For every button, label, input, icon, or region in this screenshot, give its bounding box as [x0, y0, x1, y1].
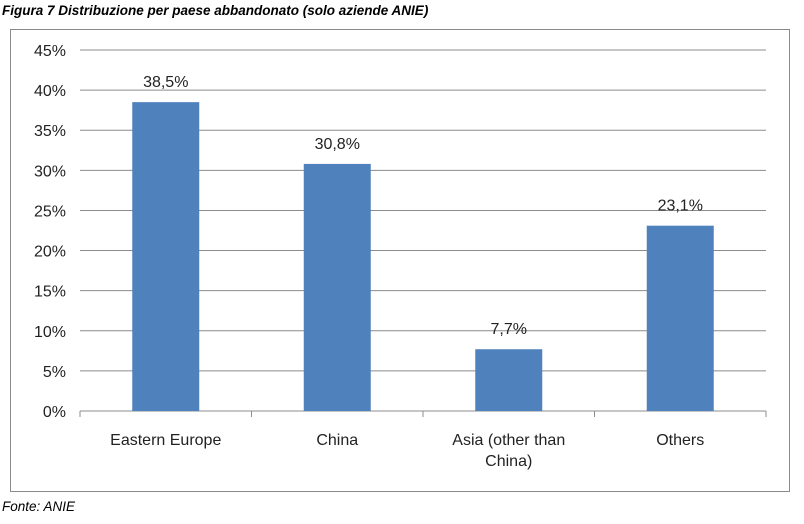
- y-tick-label: 45%: [34, 43, 66, 60]
- y-tick-label: 25%: [34, 203, 66, 220]
- y-tick-label: 20%: [34, 244, 66, 261]
- bar: [132, 102, 200, 412]
- x-tick-label: China: [316, 432, 358, 449]
- y-tick-label: 10%: [34, 324, 66, 341]
- bar: [475, 349, 543, 411]
- x-tick-label: Eastern Europe: [110, 432, 221, 449]
- x-tick-label: China): [485, 453, 532, 470]
- y-tick-label: 0%: [43, 404, 66, 421]
- data-label: 7,7%: [491, 321, 527, 338]
- y-tick-label: 30%: [34, 163, 66, 180]
- x-tick-label: Others: [656, 432, 704, 449]
- y-tick-label: 5%: [43, 364, 66, 381]
- x-tick-label: Asia (other than: [452, 432, 565, 449]
- data-label: 30,8%: [315, 136, 360, 153]
- bar: [303, 163, 371, 411]
- figure-caption: Figura 7 Distribuzione per paese abbando…: [2, 3, 429, 18]
- bar: [646, 225, 714, 411]
- y-tick-label: 35%: [34, 123, 66, 140]
- y-tick-label: 40%: [34, 83, 66, 100]
- data-label: 38,5%: [143, 74, 188, 91]
- data-label: 23,1%: [658, 198, 703, 215]
- source-note: Fonte: ANIE: [2, 499, 76, 514]
- y-tick-label: 15%: [34, 284, 66, 301]
